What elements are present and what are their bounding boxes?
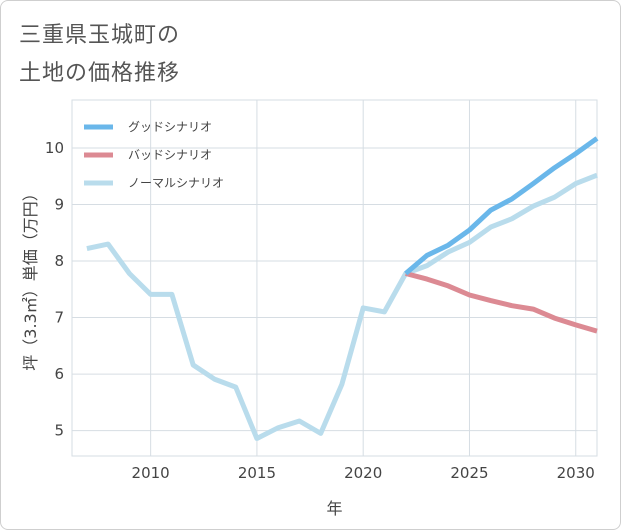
x-tick-label: 2030 <box>557 464 595 482</box>
x-tick-label: 2025 <box>450 464 488 482</box>
x-tick-label: 2015 <box>238 464 276 482</box>
plot-area-border <box>71 99 598 457</box>
legend-label: グッドシナリオ <box>128 120 212 134</box>
bad-scenario-line <box>405 271 598 334</box>
y-tick-label: 6 <box>54 365 64 383</box>
x-axis-label: 年 <box>326 499 342 518</box>
normal-scenario-line <box>86 172 598 441</box>
grid-lines <box>71 99 598 457</box>
y-tick-label: 10 <box>45 139 64 157</box>
x-axis-ticks: 2010 2015 2020 2025 2030 <box>132 464 595 482</box>
x-tick-label: 2020 <box>344 464 382 482</box>
legend-item-bad[interactable]: バッドシナリオ <box>84 148 212 162</box>
y-axis-ticks: 5 6 7 8 9 10 <box>45 139 64 440</box>
legend-item-normal[interactable]: ノーマルシナリオ <box>84 176 224 190</box>
legend-label: バッドシナリオ <box>128 148 212 162</box>
y-tick-label: 7 <box>54 309 64 327</box>
y-tick-label: 5 <box>54 422 64 440</box>
legend-item-good[interactable]: グッドシナリオ <box>84 120 212 134</box>
chart-title-line-1: 三重県玉城町の <box>19 23 181 48</box>
legend-label: ノーマルシナリオ <box>128 176 224 190</box>
y-axis-label: 坪（3.3㎡）単価（万円） <box>21 185 40 370</box>
chart-title-line-2: 土地の価格推移 <box>19 61 181 86</box>
good-scenario-line <box>404 136 599 276</box>
y-tick-label: 9 <box>54 196 64 214</box>
series-lines <box>86 136 599 441</box>
y-tick-label: 8 <box>54 252 64 270</box>
x-tick-label: 2010 <box>132 464 170 482</box>
